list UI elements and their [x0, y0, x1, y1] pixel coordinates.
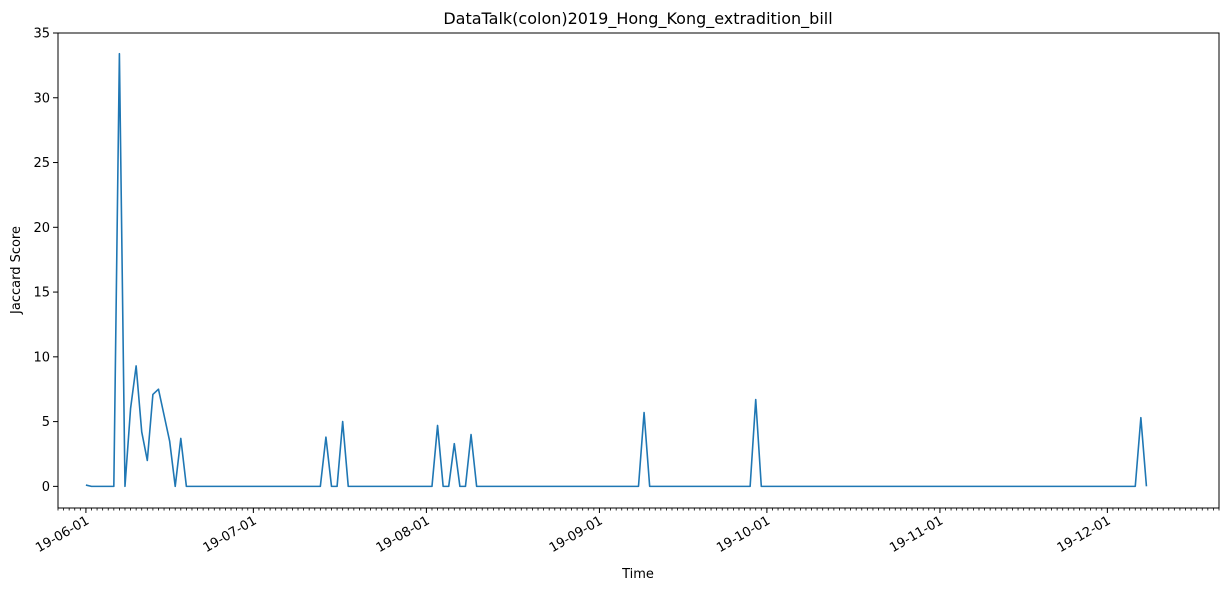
x-axis-label: Time	[621, 567, 654, 582]
x-axis-ticks: 19-06-01 19-07-01 19-08-01 19-09-01 19-10-01…	[33, 508, 1113, 556]
x-tick-label: 19-08-01	[374, 513, 433, 555]
y-tick-label: 35	[33, 27, 50, 42]
x-tick-label: 19-09-01	[547, 513, 606, 555]
y-tick-label: 10	[33, 350, 50, 365]
series-line	[85, 52, 1148, 488]
y-tick-label: 15	[33, 286, 50, 301]
y-tick-label: 5	[42, 415, 50, 430]
x-tick-label: 19-07-01	[201, 513, 260, 555]
y-axis-label: Jaccard Score	[9, 226, 24, 315]
y-tick-label: 20	[33, 221, 50, 236]
y-axis-ticks: 0 5 10 15 20 25 30 35	[33, 27, 58, 495]
y-tick-label: 25	[33, 156, 50, 171]
chart-title: DataTalk(colon)2019_Hong_Kong_extraditio…	[443, 9, 832, 29]
x-tick-label: 19-11-01	[887, 513, 946, 555]
x-tick-label: 19-12-01	[1055, 513, 1114, 555]
plot-frame	[57, 32, 1220, 509]
x-tick-label: 19-10-01	[714, 513, 773, 555]
x-tick-label: 19-06-01	[33, 513, 92, 555]
y-tick-label: 0	[42, 480, 50, 495]
y-tick-label: 30	[33, 91, 50, 106]
